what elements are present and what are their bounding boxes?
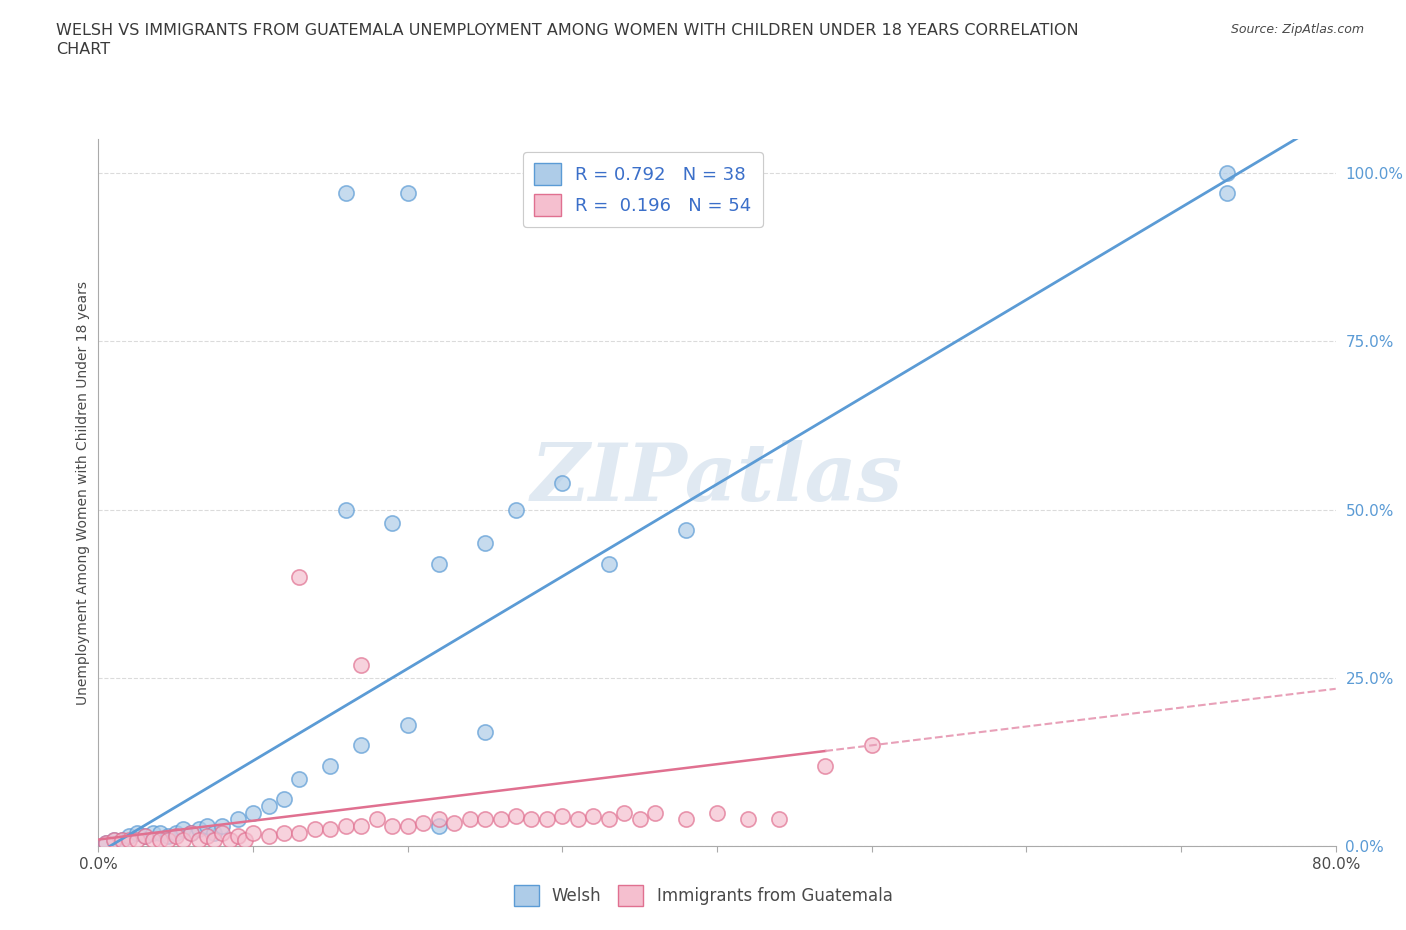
Point [350, 658, 373, 672]
Point [118, 832, 141, 847]
Point [598, 812, 620, 827]
Point [127, 832, 149, 847]
Point [96, 835, 118, 850]
Point [350, 737, 373, 752]
Point [350, 818, 373, 833]
Legend: R = 0.792   N = 38, R =  0.196   N = 54: R = 0.792 N = 38, R = 0.196 N = 54 [523, 153, 762, 227]
Point [1216, 186, 1239, 201]
Point [233, 832, 257, 847]
Point [628, 812, 651, 827]
Point [141, 826, 165, 841]
Point [706, 805, 728, 820]
Point [412, 816, 434, 830]
Point [860, 737, 883, 752]
Point [319, 758, 342, 773]
Point [489, 812, 512, 827]
Point [381, 516, 404, 531]
Point [1216, 166, 1239, 180]
Point [257, 829, 280, 844]
Point [675, 812, 697, 827]
Point [474, 812, 496, 827]
Point [172, 822, 194, 837]
Point [644, 805, 666, 820]
Point [505, 808, 527, 823]
Point [149, 832, 172, 847]
Point [127, 826, 149, 841]
Legend: Welsh, Immigrants from Guatemala: Welsh, Immigrants from Guatemala [508, 879, 898, 912]
Point [474, 536, 496, 551]
Point [103, 832, 125, 847]
Point [443, 816, 465, 830]
Point [474, 724, 496, 739]
Point [204, 832, 226, 847]
Point [188, 822, 211, 837]
Point [458, 812, 481, 827]
Point [195, 829, 218, 844]
Point [613, 805, 636, 820]
Point [396, 818, 419, 833]
Point [103, 832, 125, 847]
Point [737, 812, 759, 827]
Point [288, 826, 311, 841]
Point [551, 475, 574, 490]
Point [188, 832, 211, 847]
Point [149, 826, 172, 841]
Point [427, 556, 450, 571]
Point [134, 829, 156, 844]
Point [567, 812, 589, 827]
Point [768, 812, 790, 827]
Point [505, 502, 527, 517]
Point [396, 186, 419, 201]
Point [242, 826, 264, 841]
Point [427, 812, 450, 827]
Point [273, 791, 295, 806]
Point [335, 186, 357, 201]
Point [180, 826, 202, 841]
Point [257, 799, 280, 814]
Point [675, 523, 697, 538]
Point [319, 822, 342, 837]
Text: CHART: CHART [56, 42, 110, 57]
Point [226, 812, 249, 827]
Point [335, 818, 357, 833]
Point [288, 772, 311, 787]
Point [96, 835, 118, 850]
Point [165, 826, 187, 841]
Point [211, 826, 233, 841]
Point [141, 832, 165, 847]
Point [242, 805, 264, 820]
Point [118, 829, 141, 844]
Point [396, 718, 419, 733]
Point [366, 812, 388, 827]
Point [211, 818, 233, 833]
Point [335, 502, 357, 517]
Point [814, 758, 837, 773]
Point [598, 556, 620, 571]
Point [226, 829, 249, 844]
Point [111, 832, 132, 847]
Point [219, 832, 242, 847]
Y-axis label: Unemployment Among Women with Children Under 18 years: Unemployment Among Women with Children U… [76, 281, 90, 705]
Point [165, 829, 187, 844]
Point [304, 822, 326, 837]
Text: WELSH VS IMMIGRANTS FROM GUATEMALA UNEMPLOYMENT AMONG WOMEN WITH CHILDREN UNDER : WELSH VS IMMIGRANTS FROM GUATEMALA UNEMP… [56, 23, 1078, 38]
Point [288, 569, 311, 584]
Point [172, 832, 194, 847]
Point [582, 808, 605, 823]
Point [204, 826, 226, 841]
Point [157, 829, 180, 844]
Point [111, 832, 132, 847]
Point [157, 832, 180, 847]
Point [520, 812, 543, 827]
Point [381, 818, 404, 833]
Text: Source: ZipAtlas.com: Source: ZipAtlas.com [1230, 23, 1364, 36]
Point [195, 818, 218, 833]
Text: ZIPatlas: ZIPatlas [531, 440, 903, 517]
Point [551, 808, 574, 823]
Point [134, 829, 156, 844]
Point [536, 812, 558, 827]
Point [427, 818, 450, 833]
Point [180, 826, 202, 841]
Point [273, 826, 295, 841]
